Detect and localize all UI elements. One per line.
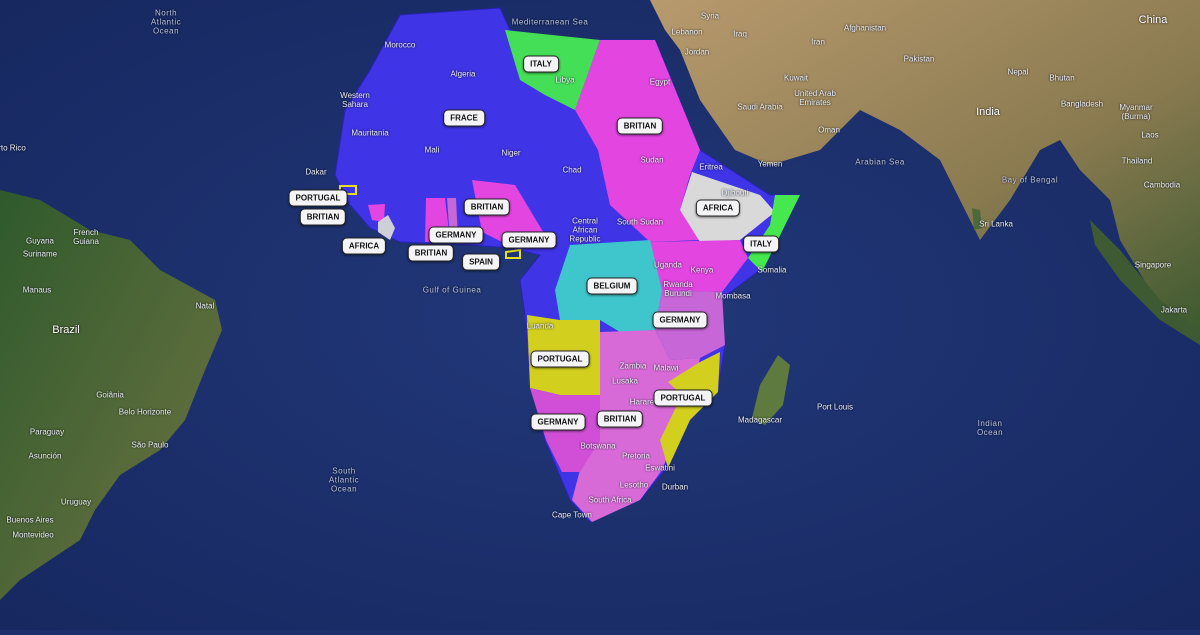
colony-britain-nigeria[interactable] <box>472 180 548 246</box>
colony-label-liberia[interactable]: AFRICA <box>341 237 387 255</box>
colony-label-germany-east-africa[interactable]: GERMANY <box>652 311 708 329</box>
colony-britain-kenya-uganda[interactable] <box>650 240 748 292</box>
colony-spain-guinea[interactable] <box>505 248 521 259</box>
land-sri-lanka <box>972 208 982 230</box>
colony-label-britain-south-africa[interactable]: BRITIAN <box>596 410 644 428</box>
colony-label-portugal-guinea[interactable]: PORTUGAL <box>288 189 348 207</box>
colony-label-germany-cameroon[interactable]: GERMANY <box>501 231 557 249</box>
land-middle-east-asia <box>650 0 1200 330</box>
colony-label-britain-sierra-leone[interactable]: BRITIAN <box>299 208 347 226</box>
colony-label-italy-somalia[interactable]: ITALY <box>743 235 779 253</box>
land-madagascar <box>752 355 790 425</box>
colony-label-portugal-mozambique[interactable]: PORTUGAL <box>653 389 713 407</box>
colony-label-germany-togo[interactable]: GERMANY <box>428 226 484 244</box>
colony-britain-sierra-leone[interactable] <box>368 204 385 222</box>
colony-liberia[interactable] <box>378 215 395 240</box>
colony-label-britain-egypt-sudan[interactable]: BRITIAN <box>616 117 664 135</box>
colony-label-ethiopia[interactable]: AFRICA <box>695 199 741 217</box>
land-south-america <box>0 190 222 600</box>
land-indonesia <box>1090 220 1200 345</box>
colony-label-belgium-congo[interactable]: BELGIUM <box>586 277 638 295</box>
colony-label-britain-gold-coast[interactable]: BRITIAN <box>407 244 455 262</box>
colony-italy-somalia[interactable] <box>748 195 800 272</box>
colony-britain-egypt-sudan[interactable] <box>575 40 700 242</box>
colony-label-spain-guinea[interactable]: SPAIN <box>462 253 500 271</box>
colony-label-france-west-africa[interactable]: FRACE <box>443 109 485 127</box>
colony-label-italy-libya[interactable]: ITALY <box>523 55 559 73</box>
colony-label-germany-southwest-africa[interactable]: GERMANY <box>530 413 586 431</box>
colony-portugal-mozambique[interactable] <box>660 352 720 468</box>
colony-label-britain-nigeria[interactable]: BRITIAN <box>463 198 511 216</box>
colony-label-portugal-angola[interactable]: PORTUGAL <box>530 350 590 368</box>
